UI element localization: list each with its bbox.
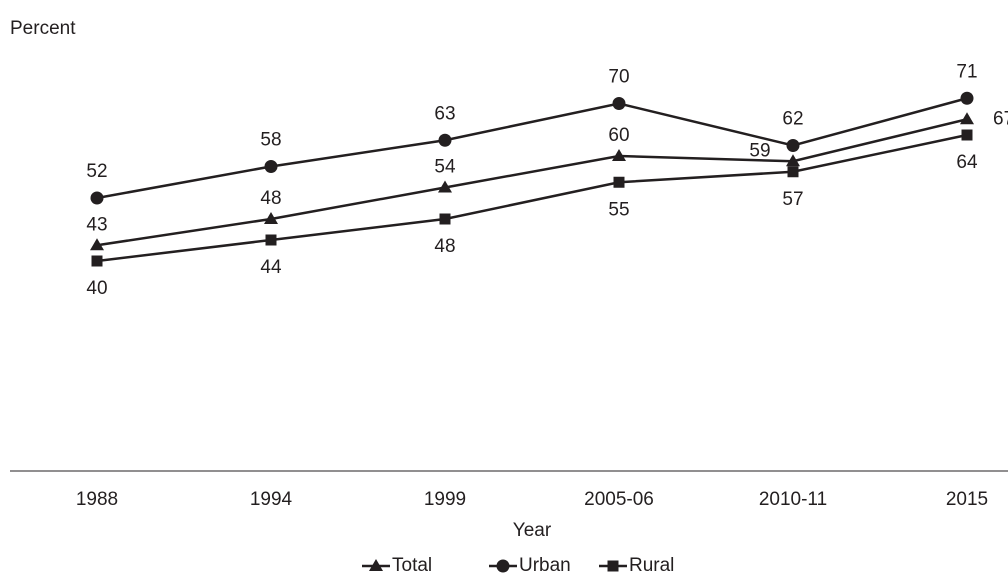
data-point [438, 133, 452, 147]
data-point [438, 180, 452, 193]
series-line [96, 118, 968, 247]
data-point [960, 91, 974, 105]
data-point [439, 213, 451, 225]
data-label: 48 [434, 236, 455, 257]
data-point [91, 255, 103, 267]
data-label: 62 [782, 109, 803, 130]
x-tick-label: 2015 [946, 489, 988, 510]
x-tick-label: 2005-06 [584, 489, 654, 510]
data-point [960, 112, 974, 125]
data-label: 52 [86, 161, 107, 182]
series-line [96, 97, 968, 200]
data-point [612, 97, 626, 110]
data-point [787, 166, 799, 178]
data-point [786, 154, 800, 167]
data-label: 54 [434, 157, 456, 178]
series-line [96, 133, 968, 263]
data-point [612, 149, 626, 161]
x-tick-label: 2010-11 [759, 489, 827, 510]
data-point [961, 129, 973, 141]
data-label: 67 [993, 108, 1008, 129]
data-point [90, 238, 104, 251]
legend-label: Total [392, 555, 432, 576]
data-label: 60 [608, 125, 629, 146]
data-label: 64 [956, 152, 978, 173]
data-label: 44 [260, 257, 282, 278]
data-point [265, 234, 277, 246]
data-label: 70 [608, 67, 629, 88]
x-tick-label: 1994 [250, 489, 293, 510]
data-point [90, 191, 104, 205]
data-label: 59 [749, 140, 770, 161]
data-label: 63 [434, 103, 455, 124]
x-axis-label: Year [513, 520, 552, 541]
data-label: 58 [260, 130, 281, 151]
data-point [786, 139, 800, 152]
x-tick-label: 1999 [424, 489, 466, 510]
y-axis-label: Percent [10, 18, 76, 39]
data-label: 57 [782, 189, 803, 210]
data-label: 71 [956, 61, 977, 82]
legend-marker [496, 559, 510, 573]
legend-marker [607, 560, 619, 572]
data-point [264, 212, 278, 224]
data-label: 55 [608, 199, 629, 220]
data-label: 43 [86, 214, 107, 235]
data-label: 48 [260, 188, 281, 209]
legend-label: Urban [519, 555, 571, 576]
data-label: 40 [86, 278, 107, 299]
x-tick-label: 1988 [76, 489, 118, 510]
data-point [264, 160, 278, 173]
legend-marker [369, 559, 383, 571]
data-point [613, 176, 625, 188]
legend-label: Rural [629, 555, 674, 576]
